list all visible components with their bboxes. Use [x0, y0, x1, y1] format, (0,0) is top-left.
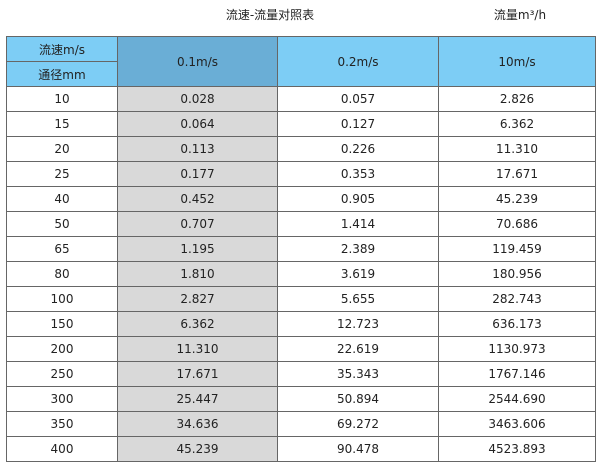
flow-cell: 50.894 [277, 386, 439, 412]
diameter-cell: 150 [6, 311, 118, 337]
flow-cell: 45.239 [438, 186, 596, 212]
flow-cell: 11.310 [117, 336, 278, 362]
diameter-cell: 20 [6, 136, 118, 162]
flow-cell: 1130.973 [438, 336, 596, 362]
diameter-cell: 50 [6, 211, 118, 237]
flow-cell: 34.636 [117, 411, 278, 437]
flow-cell: 17.671 [438, 161, 596, 187]
diameter-cell: 400 [6, 436, 118, 462]
flow-cell: 2544.690 [438, 386, 596, 412]
table-row: 65 1.195 2.389 119.459 [6, 236, 596, 262]
flow-cell: 70.686 [438, 211, 596, 237]
col-header: 0.1m/s [117, 36, 278, 87]
flow-cell: 6.362 [438, 111, 596, 137]
flow-cell: 17.671 [117, 361, 278, 387]
diameter-cell: 65 [6, 236, 118, 262]
table-row: 10 0.028 0.057 2.826 [6, 86, 596, 112]
flow-cell: 1.414 [277, 211, 439, 237]
table-row: 40 0.452 0.905 45.239 [6, 186, 596, 212]
diameter-cell: 80 [6, 261, 118, 287]
diameter-cell: 10 [6, 86, 118, 112]
table-row: 80 1.810 3.619 180.956 [6, 261, 596, 287]
diameter-cell: 15 [6, 111, 118, 137]
flow-table: 流速m/s 0.1m/s 0.2m/s 10m/s 通径mm 10 0.028 0.… [6, 36, 596, 462]
table-row: 300 25.447 50.894 2544.690 [6, 386, 596, 412]
flow-cell: 11.310 [438, 136, 596, 162]
flow-cell: 69.272 [277, 411, 439, 437]
flow-cell: 0.707 [117, 211, 278, 237]
table-row: 350 34.636 69.272 3463.606 [6, 411, 596, 437]
flow-cell: 636.173 [438, 311, 596, 337]
flow-cell: 0.028 [117, 86, 278, 112]
diameter-cell: 300 [6, 386, 118, 412]
flow-cell: 0.064 [117, 111, 278, 137]
flow-cell: 1.810 [117, 261, 278, 287]
table-row: 200 11.310 22.619 1130.973 [6, 336, 596, 362]
flow-cell: 180.956 [438, 261, 596, 287]
flow-cell: 3463.606 [438, 411, 596, 437]
flow-cell: 90.478 [277, 436, 439, 462]
diameter-cell: 250 [6, 361, 118, 387]
flow-cell: 0.353 [277, 161, 439, 187]
flow-cell: 1767.146 [438, 361, 596, 387]
flow-cell: 4523.893 [438, 436, 596, 462]
flow-cell: 282.743 [438, 286, 596, 312]
flow-cell: 0.452 [117, 186, 278, 212]
flow-cell: 1.195 [117, 236, 278, 262]
table-title: 流速-流量对照表 [225, 8, 315, 22]
diameter-cell: 350 [6, 411, 118, 437]
flow-cell: 3.619 [277, 261, 439, 287]
diameter-header: 通径mm [6, 61, 118, 87]
velocity-header: 流速m/s [6, 36, 118, 62]
flow-cell: 2.389 [277, 236, 439, 262]
flow-cell: 0.127 [277, 111, 439, 137]
flow-cell: 0.905 [277, 186, 439, 212]
flow-cell: 2.827 [117, 286, 278, 312]
table-row: 250 17.671 35.343 1767.146 [6, 361, 596, 387]
flow-cell: 5.655 [277, 286, 439, 312]
flow-cell: 22.619 [277, 336, 439, 362]
table-row: 20 0.113 0.226 11.310 [6, 136, 596, 162]
flow-cell: 2.826 [438, 86, 596, 112]
flow-cell: 45.239 [117, 436, 278, 462]
col-header: 0.2m/s [277, 36, 439, 87]
flow-cell: 0.057 [277, 86, 439, 112]
table-row: 25 0.177 0.353 17.671 [6, 161, 596, 187]
flow-cell: 25.447 [117, 386, 278, 412]
diameter-cell: 100 [6, 286, 118, 312]
table-row: 15 0.064 0.127 6.362 [6, 111, 596, 137]
table-row: 400 45.239 90.478 4523.893 [6, 436, 596, 462]
flow-cell: 35.343 [277, 361, 439, 387]
table-row: 50 0.707 1.414 70.686 [6, 211, 596, 237]
flow-cell: 119.459 [438, 236, 596, 262]
flow-cell: 12.723 [277, 311, 439, 337]
flow-cell: 6.362 [117, 311, 278, 337]
table-row: 100 2.827 5.655 282.743 [6, 286, 596, 312]
unit-label: 流量m³/h [493, 8, 547, 22]
diameter-cell: 200 [6, 336, 118, 362]
table-row: 150 6.362 12.723 636.173 [6, 311, 596, 337]
diameter-cell: 40 [6, 186, 118, 212]
diameter-cell: 25 [6, 161, 118, 187]
flow-cell: 0.177 [117, 161, 278, 187]
flow-cell: 0.226 [277, 136, 439, 162]
flow-cell: 0.113 [117, 136, 278, 162]
col-header: 10m/s [438, 36, 596, 87]
